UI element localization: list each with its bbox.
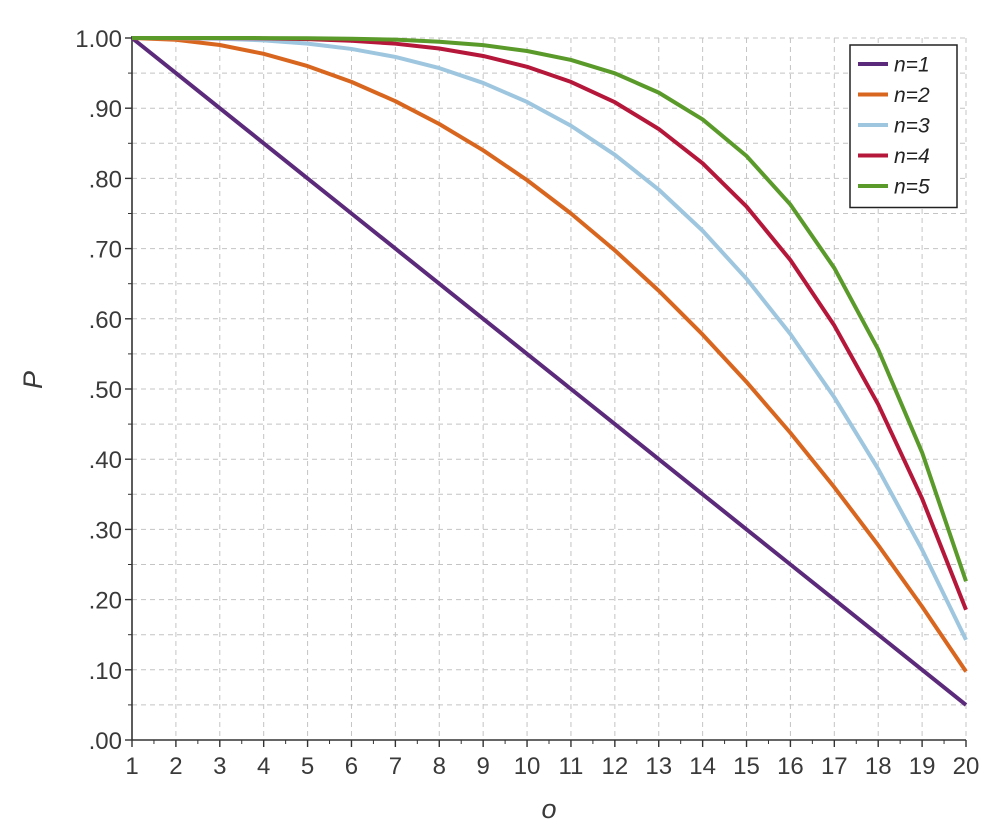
x-tick-label: 5	[301, 753, 314, 780]
x-tick-label: 13	[645, 753, 672, 780]
legend-label: n=4	[894, 145, 930, 168]
x-tick-label: 19	[909, 753, 936, 780]
series-line-n2	[131, 36, 968, 673]
y-tick-label: .70	[89, 237, 122, 264]
series-lines	[130, 36, 968, 707]
x-tick-label: 16	[777, 753, 804, 780]
x-tick-label: 6	[345, 753, 358, 780]
x-tick-label: 18	[865, 753, 892, 780]
y-tick-label: .00	[89, 728, 122, 755]
y-tick-label: .20	[89, 588, 122, 615]
legend-label: n=5	[894, 176, 930, 199]
x-tick-label: 1	[125, 753, 138, 780]
axes	[125, 36, 967, 747]
x-tick-label: 14	[689, 753, 716, 780]
y-tick-label: .30	[89, 517, 122, 544]
y-tick-label: .50	[89, 377, 122, 404]
x-tick-label: 10	[514, 753, 541, 780]
y-axis-title: P	[18, 371, 48, 389]
x-tick-label: 2	[169, 753, 182, 780]
x-axis-title: o	[541, 794, 556, 824]
legend-label: n=3	[894, 115, 930, 138]
y-tick-label: .80	[89, 166, 122, 193]
x-tick-label: 15	[733, 753, 760, 780]
series-line-n5	[132, 36, 968, 582]
x-tick-label: 7	[389, 753, 402, 780]
legend-label: n=1	[894, 54, 930, 77]
y-tick-label: 1.00	[75, 26, 122, 53]
x-tick-label: 3	[213, 753, 226, 780]
x-tick-label: 9	[476, 753, 489, 780]
x-tick-label: 12	[601, 753, 628, 780]
x-tick-label: 20	[953, 753, 980, 780]
series-line-n3	[131, 36, 968, 641]
y-tick-label: .90	[89, 96, 122, 123]
tick-labels: 1 2 3 4 5 6 7 8 9 10 11 12 13 14 15 16 17 18 19 20.00.10.20…	[75, 26, 979, 780]
legend: n=1 n=2 n=3 n=4 n=5	[849, 44, 958, 209]
x-tick-label: 11	[558, 753, 583, 780]
y-tick-label: .40	[89, 447, 122, 474]
grid	[132, 37, 967, 740]
y-tick-label: .10	[89, 658, 122, 685]
x-tick-label: 17	[821, 753, 848, 780]
series-line-n4	[132, 36, 968, 611]
x-tick-label: 8	[433, 753, 446, 780]
legend-label: n=2	[894, 84, 930, 107]
x-tick-label: 4	[257, 753, 270, 780]
y-tick-label: .60	[89, 307, 122, 334]
series-line-n1	[130, 36, 968, 707]
